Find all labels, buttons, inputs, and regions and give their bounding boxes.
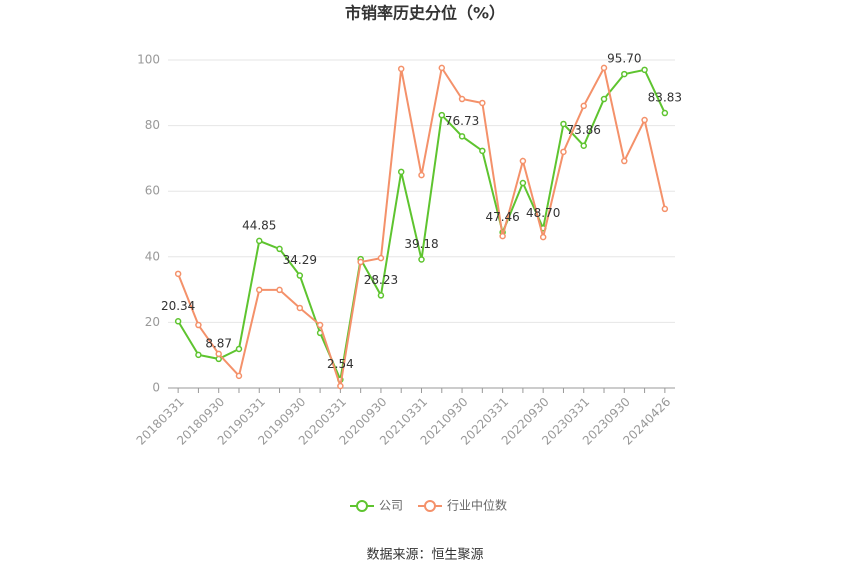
point [174,270,182,278]
data-label: 44.85 [242,218,276,232]
data-label: 20.34 [161,299,195,313]
point [276,286,283,294]
point [479,147,486,155]
point [539,233,547,241]
point [418,171,425,179]
point [641,116,648,124]
data-label: 2.54 [327,357,354,371]
point [580,102,587,110]
y-tick-label: 100 [137,53,160,67]
data-label: 48.70 [526,206,560,220]
point [377,254,385,262]
point [195,351,202,359]
data-label: 95.70 [607,52,641,66]
point [438,111,446,119]
point [641,66,648,74]
point [235,345,243,353]
y-tick-label: 20 [145,315,160,329]
y-tick-label: 0 [152,381,160,395]
point [195,321,202,329]
data-label: 28.23 [364,273,398,287]
point [661,109,669,117]
point [621,157,628,165]
point [621,70,628,78]
point [296,304,304,312]
data-label: 34.29 [283,253,317,267]
point [600,64,608,72]
point [580,142,587,149]
point [438,64,446,72]
chart-title: 市销率历史分位（%） [345,4,505,23]
point [296,272,304,279]
point [256,286,263,294]
point [519,179,527,187]
point [499,232,506,240]
legend-marker [424,500,436,512]
data-label: 83.83 [648,91,682,105]
point [316,321,324,329]
point [661,205,669,213]
point [418,256,425,263]
point [256,237,263,245]
data-label: 39.18 [404,237,438,251]
point [215,350,222,358]
point [479,99,486,107]
y-tick-label: 40 [145,249,160,263]
y-tick-label: 60 [145,184,160,198]
point [600,95,608,103]
data-label: 8.87 [205,336,232,350]
point [377,292,385,299]
point [458,133,466,140]
y-tick-label: 80 [145,118,160,132]
point [458,95,466,103]
legend-label: 公司 [379,499,403,513]
point [235,372,243,380]
point [560,148,567,156]
data-label: 76.73 [445,114,479,128]
point [397,65,405,73]
legend-marker [356,500,368,512]
legend-label: 行业中位数 [447,498,507,513]
point [174,318,182,325]
point [397,168,405,176]
point [560,120,567,128]
point [357,258,364,266]
point [337,382,344,390]
source: 数据来源：恒生聚源 [366,548,483,563]
point [276,245,283,253]
point [519,157,527,165]
data-label: 47.46 [485,210,519,224]
data-label: 73.86 [567,123,601,137]
